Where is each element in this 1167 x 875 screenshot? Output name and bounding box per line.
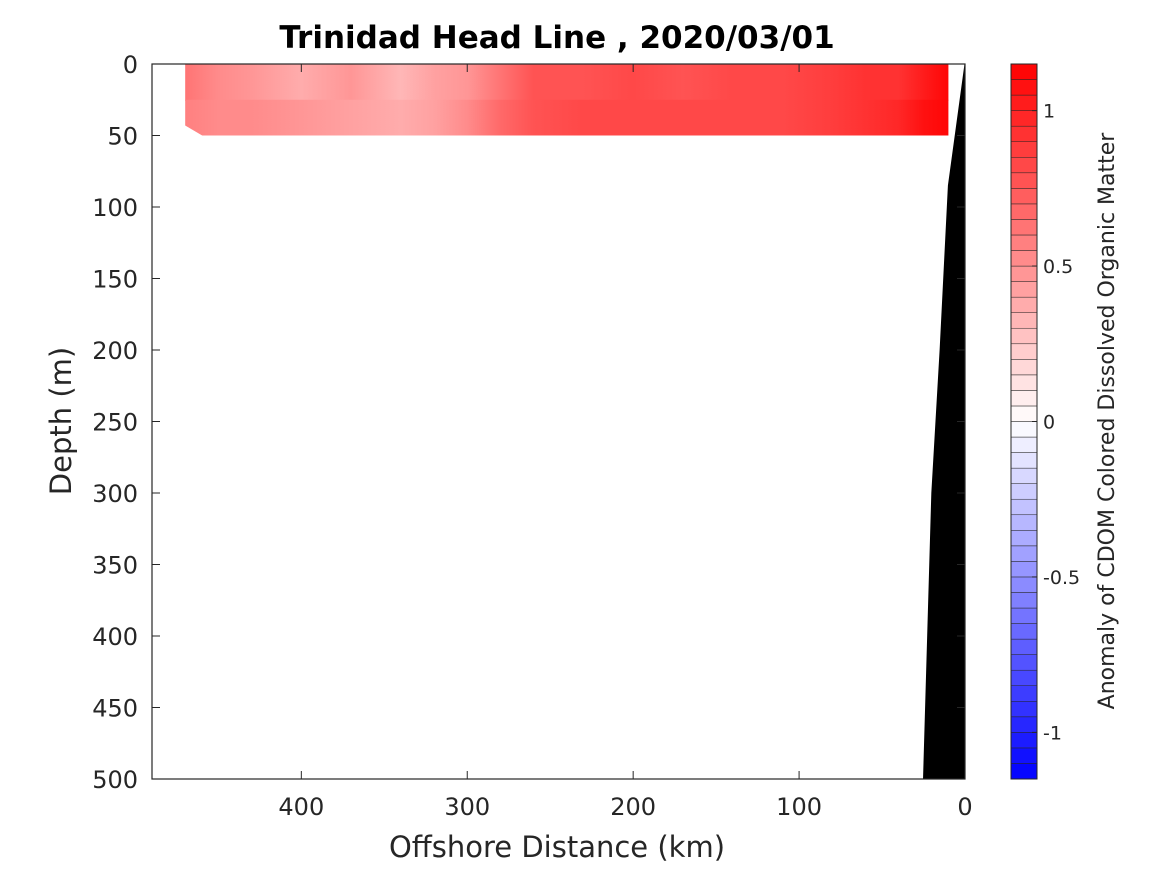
anomaly-band-deep <box>185 99 949 136</box>
anomaly-field <box>185 64 949 136</box>
colorbar-swatch <box>1010 157 1038 174</box>
y-tick-label: 300 <box>92 480 138 508</box>
colorbar-swatch <box>1010 467 1038 484</box>
colorbar-swatch <box>1010 716 1038 733</box>
colorbar-swatch <box>1010 390 1038 407</box>
colorbar-swatch <box>1010 732 1038 749</box>
plot-area: 400 300 200 100 0 0 50 100 150 200 250 300 350 400 45… <box>92 51 972 821</box>
chart-title: Trinidad Head Line , 2020/03/01 <box>279 20 834 56</box>
colorbar-swatch <box>1010 343 1038 360</box>
colorbar-swatch <box>1010 359 1038 376</box>
x-tick-label: 300 <box>444 793 490 821</box>
colorbar-swatch <box>1010 763 1038 780</box>
y-axis-label: Depth (m) <box>44 347 78 495</box>
y-tick-label: 100 <box>92 194 138 222</box>
colorbar-swatch <box>1010 203 1038 220</box>
y-tick-label: 200 <box>92 337 138 365</box>
colorbar-swatch <box>1010 327 1038 345</box>
colorbar-swatch <box>1010 421 1038 438</box>
y-tick-label: 400 <box>92 623 138 651</box>
y-tick-label: 150 <box>92 266 138 294</box>
colorbar-swatch <box>1010 576 1038 593</box>
anomaly-band-shallow <box>185 64 949 101</box>
colorbar-swatch <box>1010 436 1038 453</box>
colorbar-tick-label: 0 <box>1043 412 1055 434</box>
colorbar-tick-label: -0.5 <box>1043 567 1080 589</box>
colorbar-swatch <box>1010 405 1038 422</box>
y-tick-label: 350 <box>92 552 138 580</box>
colorbar-swatch <box>1010 452 1038 469</box>
colorbar-swatches <box>1010 63 1038 780</box>
y-axis-ticks: 0 50 100 150 200 250 300 350 400 450 500 <box>92 51 965 794</box>
colorbar-swatch <box>1010 141 1038 158</box>
x-axis-ticks: 400 300 200 100 0 <box>278 64 973 821</box>
colorbar-swatch <box>1010 654 1038 671</box>
colorbar-swatch <box>1010 685 1038 702</box>
colorbar-swatch <box>1010 125 1038 142</box>
colorbar-swatch <box>1010 94 1038 111</box>
colorbar-label: Anomaly of CDOM Colored Dissolved Organi… <box>1095 132 1120 710</box>
colorbar-swatch <box>1010 561 1038 578</box>
colorbar-swatch <box>1010 281 1038 298</box>
colorbar-swatch <box>1010 374 1038 391</box>
colorbar-swatch <box>1010 638 1038 655</box>
colorbar-swatch <box>1010 545 1038 562</box>
colorbar-swatch <box>1010 265 1038 282</box>
colorbar-swatch <box>1010 79 1038 96</box>
colorbar-swatch <box>1010 219 1038 236</box>
y-tick-label: 500 <box>92 766 138 794</box>
colorbar-tick-label: -1 <box>1043 722 1062 744</box>
colorbar-swatch <box>1010 669 1038 686</box>
colorbar-swatch <box>1010 592 1038 609</box>
colorbar: 1 0.5 0 -0.5 -1 <box>1010 63 1080 780</box>
colorbar-tick-label: 0.5 <box>1043 256 1073 278</box>
colorbar-swatch <box>1010 312 1038 329</box>
colorbar-swatch <box>1010 530 1038 547</box>
colorbar-swatch <box>1010 188 1038 205</box>
colorbar-swatch <box>1010 63 1038 80</box>
colorbar-swatch <box>1010 701 1038 718</box>
x-tick-label: 400 <box>278 793 324 821</box>
colorbar-swatch <box>1010 623 1038 640</box>
colorbar-swatch <box>1010 483 1038 500</box>
colorbar-swatch <box>1010 234 1038 251</box>
colorbar-swatch <box>1010 514 1038 531</box>
colorbar-swatch <box>1010 607 1038 624</box>
x-tick-label: 0 <box>957 793 972 821</box>
y-tick-label: 450 <box>92 695 138 723</box>
colorbar-swatch <box>1010 110 1038 127</box>
plot-background <box>152 64 965 779</box>
x-tick-label: 200 <box>610 793 656 821</box>
colorbar-swatch <box>1010 172 1038 189</box>
y-tick-label: 50 <box>107 123 138 151</box>
colorbar-tick-label: 1 <box>1043 101 1055 123</box>
colorbar-swatch <box>1010 747 1038 764</box>
y-tick-label: 0 <box>123 51 138 79</box>
x-tick-label: 100 <box>776 793 822 821</box>
colorbar-ticks: 1 0.5 0 -0.5 -1 <box>1032 101 1080 744</box>
colorbar-swatch <box>1010 296 1038 313</box>
x-axis-label: Offshore Distance (km) <box>389 830 725 864</box>
y-tick-label: 250 <box>92 409 138 437</box>
colorbar-swatch <box>1010 498 1038 516</box>
colorbar-swatch <box>1010 250 1038 267</box>
